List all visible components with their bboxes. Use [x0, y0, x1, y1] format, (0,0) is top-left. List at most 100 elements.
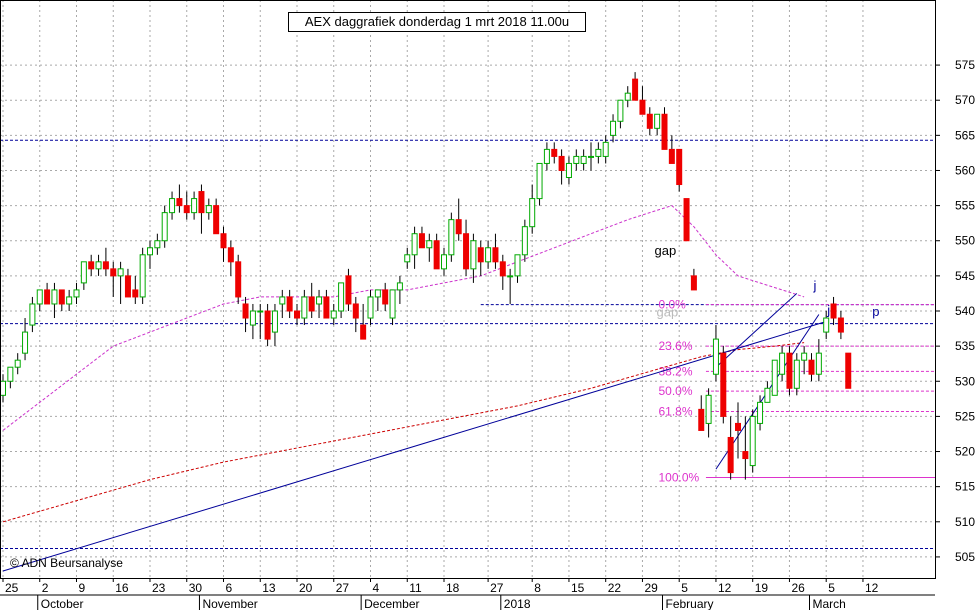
fib-level-label: 50.0% [659, 384, 693, 398]
candle [757, 395, 764, 431]
x-tick-label: 27 [490, 581, 504, 595]
y-tick-label: 510 [955, 515, 975, 529]
candle [367, 289, 374, 326]
candle-body [536, 162, 543, 200]
candle-body [477, 247, 484, 263]
candle [668, 135, 675, 164]
candle [183, 191, 190, 220]
trendline [2, 321, 827, 572]
candle-body [779, 352, 786, 375]
candle [161, 205, 168, 248]
candle-body [661, 113, 668, 150]
candle [271, 303, 278, 347]
candle-body [374, 289, 381, 298]
candle [242, 296, 249, 333]
candle-body [139, 254, 146, 298]
candle [536, 162, 543, 206]
candle-body [330, 310, 337, 319]
candle [830, 296, 837, 326]
candle-body [602, 141, 609, 157]
chart-title: AEX daggrafiek donderdag 1 mrt 2018 11.0… [288, 12, 586, 32]
y-tick-label: 505 [955, 550, 975, 564]
candle [124, 268, 131, 298]
candle [602, 135, 609, 164]
candle-body [110, 268, 117, 277]
y-tick-label: 570 [955, 93, 975, 107]
candle [411, 226, 418, 269]
candle-body [470, 240, 477, 270]
candle [257, 303, 264, 340]
candle-body [551, 148, 558, 157]
candle-body [51, 289, 58, 305]
candle [205, 198, 212, 220]
candle [139, 247, 146, 304]
candle-body [286, 296, 293, 312]
x-tick-label: 2 [42, 581, 49, 595]
candle-body [367, 296, 374, 319]
x-tick-label: 6 [226, 581, 233, 595]
candle-body [565, 162, 572, 179]
candle-body [499, 261, 506, 277]
candle [779, 346, 786, 382]
candle [345, 268, 352, 311]
candle [249, 303, 256, 340]
candle [654, 113, 661, 136]
candle-body [7, 366, 14, 382]
candle [499, 254, 506, 290]
x-tick-label: 22 [608, 581, 622, 595]
candle [308, 282, 315, 319]
candle [338, 282, 345, 319]
candle-body [88, 261, 95, 270]
candle-body [316, 296, 323, 305]
candle-body [308, 296, 315, 312]
candle [132, 275, 139, 304]
candle-body [521, 226, 528, 256]
candle [426, 233, 433, 262]
candle [507, 268, 514, 304]
candle-body [654, 113, 661, 129]
candle-body [191, 198, 198, 214]
month-label: November [202, 597, 257, 610]
candle [580, 149, 587, 171]
x-tick-label: 20 [299, 581, 313, 595]
trendline-label-j: j [813, 278, 817, 293]
candle-body [624, 92, 631, 101]
candle-body [492, 247, 499, 263]
candle [176, 184, 183, 213]
candle [624, 86, 631, 108]
candle-body [786, 352, 793, 389]
fib-level-label: 61.8% [659, 404, 693, 418]
x-tick-label: 9 [79, 581, 86, 595]
candle-body [0, 380, 6, 396]
candle-body [837, 317, 844, 333]
candle [492, 233, 499, 269]
x-tick-label: 13 [262, 581, 276, 595]
candle-body [117, 268, 124, 277]
candle-body [764, 387, 771, 403]
candle [661, 107, 668, 150]
candle [227, 240, 234, 276]
candle [154, 233, 161, 255]
candle [543, 142, 550, 171]
y-tick-label: 540 [955, 304, 975, 318]
x-tick-label: 4 [373, 581, 380, 595]
candle-body [735, 422, 741, 431]
candle-body [720, 352, 727, 417]
candle-body [595, 148, 602, 157]
x-tick-label: 5 [828, 581, 835, 595]
month-label: 2018 [504, 597, 531, 610]
candle-body [14, 359, 21, 368]
candle [36, 289, 43, 311]
candle [22, 318, 29, 361]
candle [235, 254, 242, 304]
candle [720, 346, 727, 424]
gap-annotation-faded: gap [657, 305, 679, 320]
candle [683, 198, 690, 242]
plot-frame [0, 0, 936, 579]
candle [382, 282, 389, 311]
candle-body [66, 296, 73, 305]
candle-body [507, 275, 514, 278]
candle-body [169, 198, 176, 214]
candle-body [205, 205, 212, 214]
candle [389, 289, 396, 326]
